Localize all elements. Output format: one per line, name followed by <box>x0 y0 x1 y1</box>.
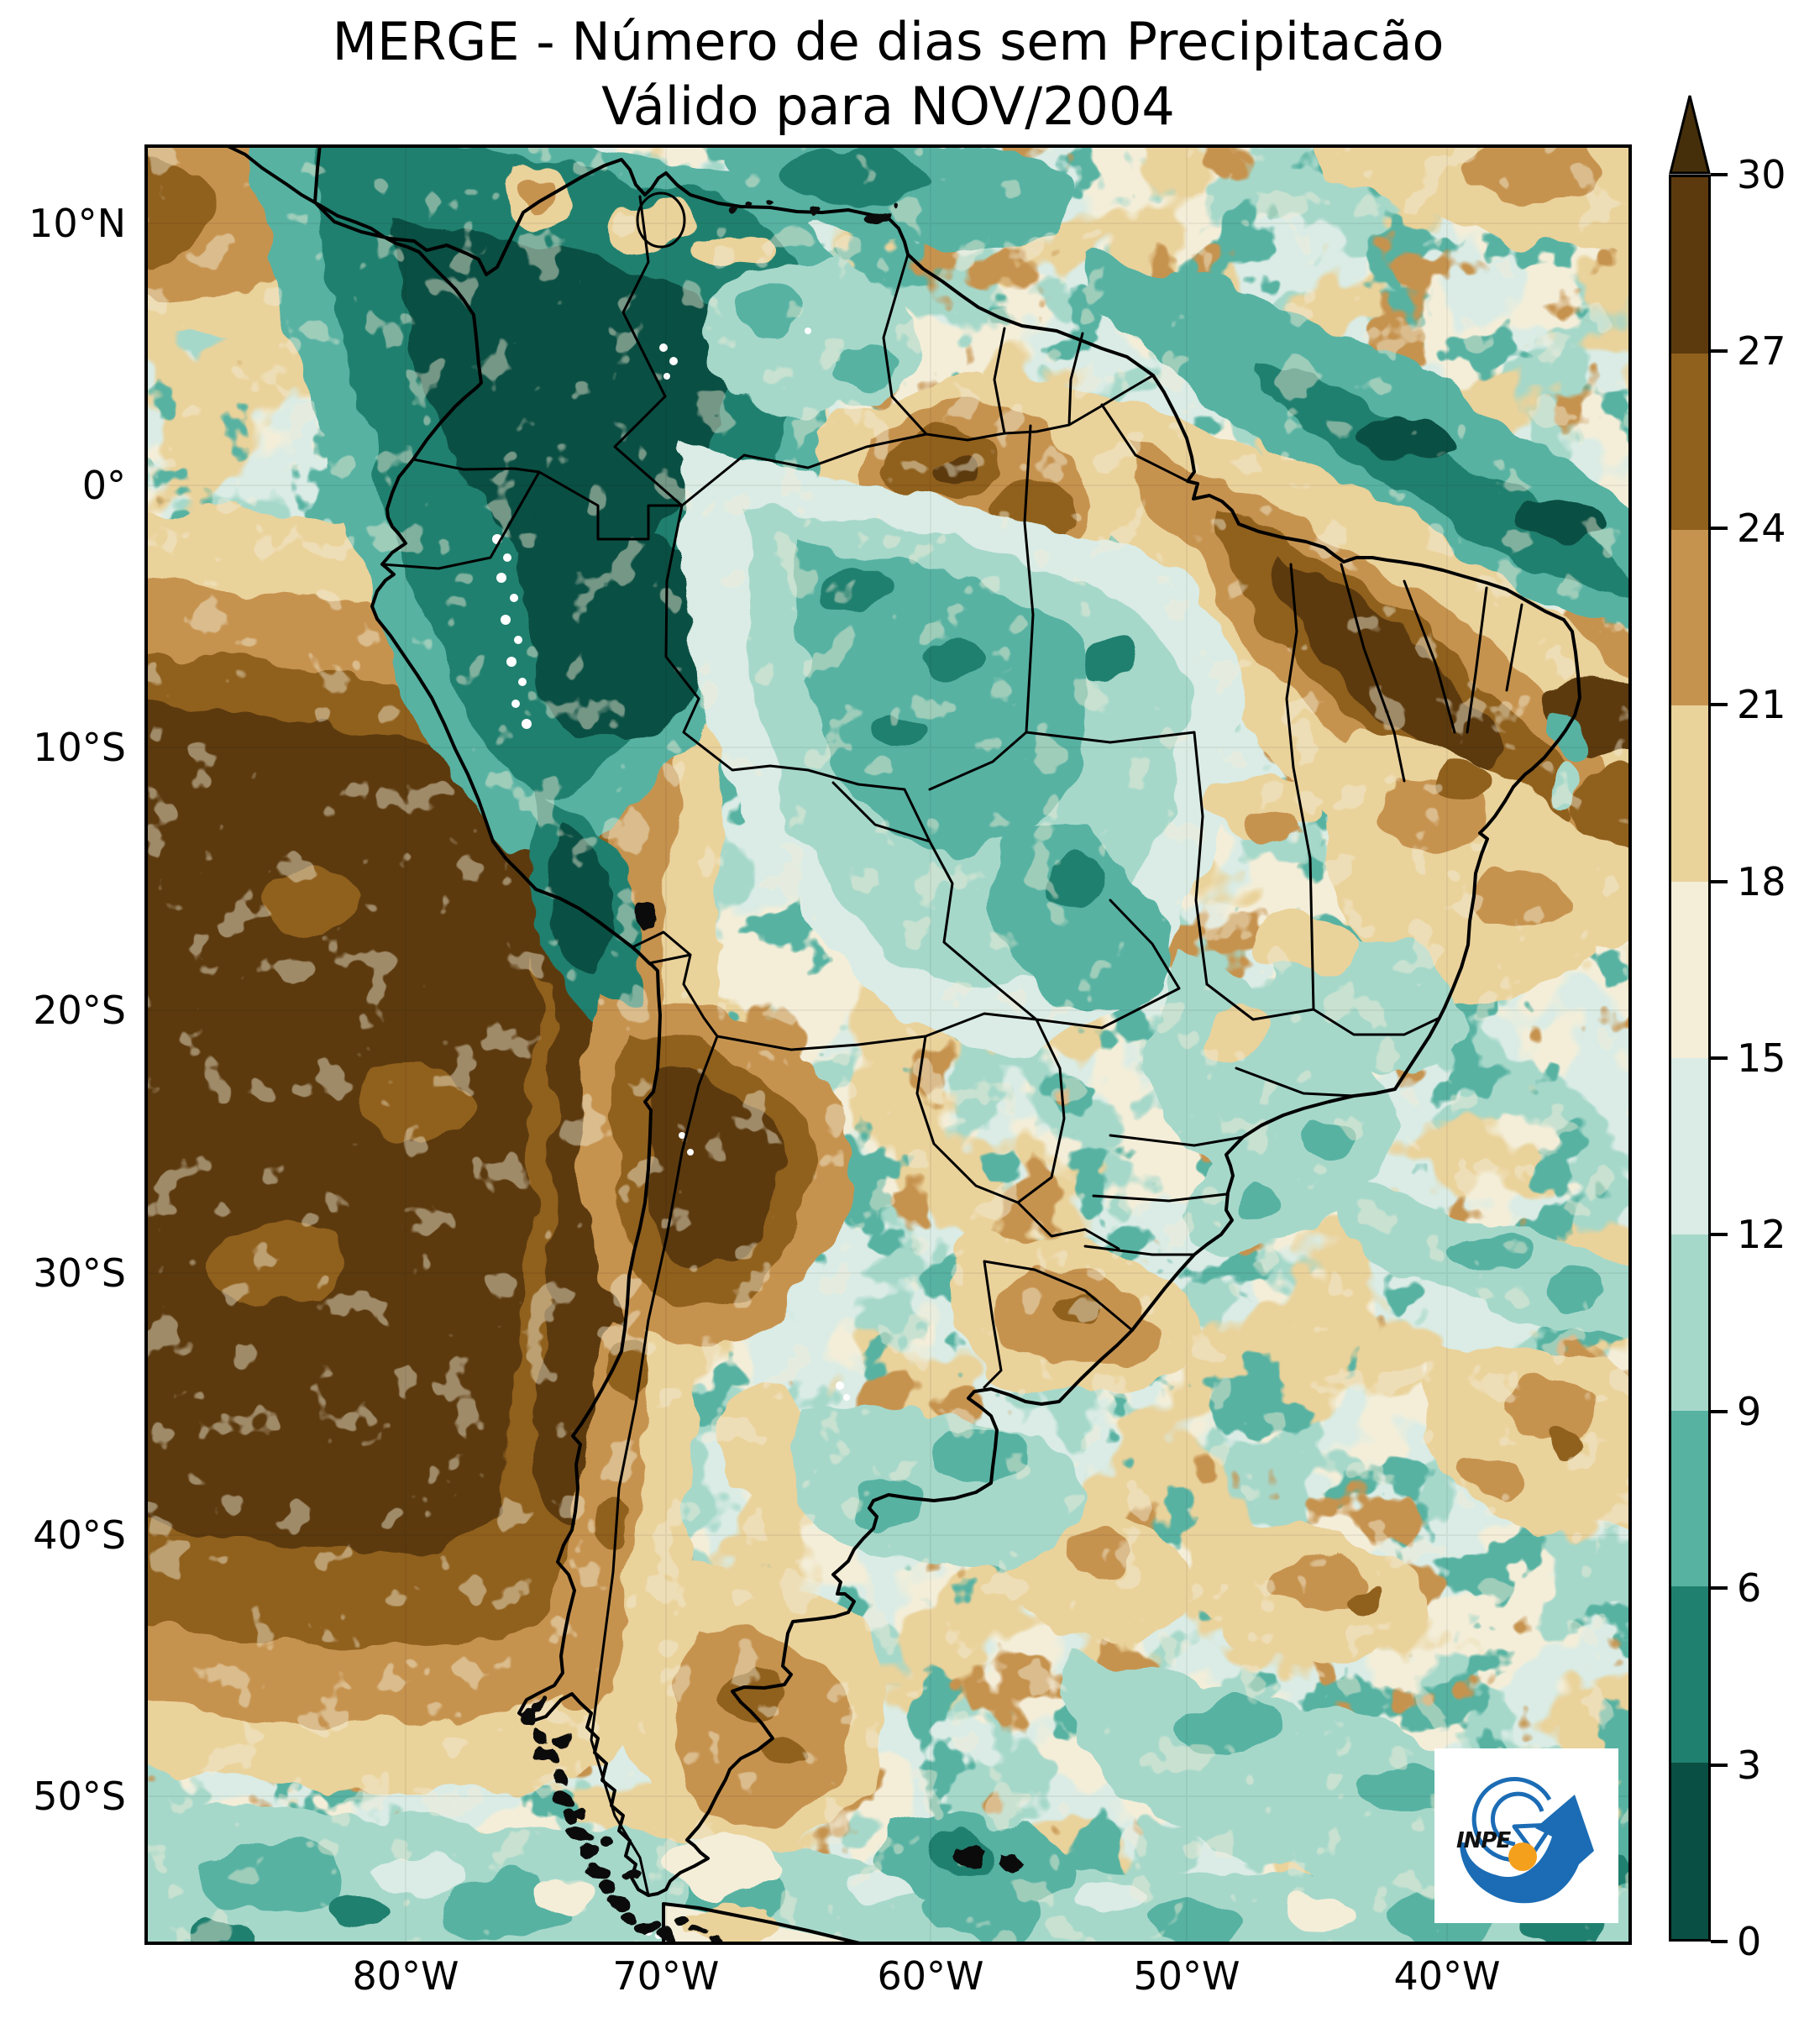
inpe-logo: INPE <box>1434 1748 1618 1923</box>
colorbar-tick-label: 27 <box>1737 328 1786 375</box>
colorbar-tick-label: 9 <box>1737 1388 1762 1434</box>
y-tick-label: 10°N <box>29 200 126 246</box>
colorbar-segment <box>1671 177 1708 354</box>
y-tick-label: 20°S <box>33 988 126 1034</box>
title-line-2: Válido para NOV/2004 <box>601 75 1175 137</box>
colorbar-tick-mark <box>1711 349 1728 354</box>
y-tick-label: 0° <box>81 463 126 509</box>
colorbar-tick-mark <box>1711 173 1728 176</box>
colorbar-tick-label: 30 <box>1737 152 1786 197</box>
orbit-swirl-icon <box>1471 1777 1552 1863</box>
colorbar-segment <box>1671 705 1708 883</box>
colorbar-tick-label: 12 <box>1737 1212 1786 1258</box>
colorbar-segment <box>1671 1234 1708 1411</box>
y-tick-label: 50°S <box>33 1773 126 1819</box>
colorbar <box>1669 175 1711 1942</box>
colorbar-segment <box>1671 353 1708 530</box>
colorbar-tick-mark <box>1711 1763 1728 1767</box>
colorbar-tick-mark <box>1711 879 1728 883</box>
x-tick-label: 80°W <box>352 1953 459 1999</box>
big-arrow-icon <box>1460 1795 1594 1904</box>
colorbar-tick-label: 24 <box>1737 505 1786 551</box>
islands-and-fjords <box>521 198 1027 1945</box>
colorbar-segment <box>1671 1057 1708 1234</box>
colorbar-tick-mark <box>1711 1940 1728 1943</box>
colorbar-segment <box>1671 882 1708 1058</box>
colorbar-segment <box>1671 1763 1708 1939</box>
colorbar-tick-label: 3 <box>1737 1742 1762 1788</box>
colorbar-segment <box>1671 1586 1708 1764</box>
colorbar-tick-label: 18 <box>1737 858 1786 904</box>
x-tick-label: 40°W <box>1393 1953 1501 1999</box>
colorbar-tick-mark <box>1711 1233 1728 1237</box>
x-tick-label: 50°W <box>1133 1953 1240 1999</box>
inpe-logo-graphic: INPE <box>1456 1777 1594 1904</box>
x-tick-label: 60°W <box>877 1953 984 1999</box>
map-speckle-overlay <box>144 144 1632 1945</box>
colorbar-tick-mark <box>1711 526 1728 530</box>
colorbar-tick-label: 21 <box>1737 682 1786 728</box>
region-tierra-del-fuego <box>663 1904 867 1945</box>
colorbar-tick-label: 6 <box>1737 1565 1762 1612</box>
colorbar-segment <box>1671 529 1708 706</box>
map-frame <box>144 144 1632 1945</box>
y-tick-label: 30°S <box>33 1250 126 1297</box>
y-tick-label: 10°S <box>33 725 126 771</box>
x-tick-label: 70°W <box>612 1953 720 1999</box>
title-line-1: MERGE - Número de dias sem Precipitacão <box>332 11 1445 72</box>
figure-title: MERGE - Número de dias sem Precipitacão … <box>144 10 1632 139</box>
y-tick-label: 40°S <box>33 1512 126 1559</box>
colorbar-tick-label: 15 <box>1737 1035 1786 1081</box>
colorbar-tick-label: 0 <box>1737 1919 1762 1964</box>
colorbar-tick-mark <box>1711 1409 1728 1413</box>
country-state-borders <box>380 195 1523 1897</box>
colorbar-tick-mark <box>1711 1586 1728 1591</box>
colorbar-over-arrow <box>1669 95 1711 175</box>
graticule <box>144 144 1632 1945</box>
colorbar-segment <box>1671 1410 1708 1587</box>
orange-dot-icon <box>1508 1842 1537 1871</box>
coastline <box>223 144 1581 1945</box>
colorbar-tick-mark <box>1711 1056 1728 1060</box>
colorbar-tick-mark <box>1711 703 1728 707</box>
inpe-logo-text: INPE <box>1456 1828 1511 1853</box>
map-canvas <box>144 144 1632 1945</box>
